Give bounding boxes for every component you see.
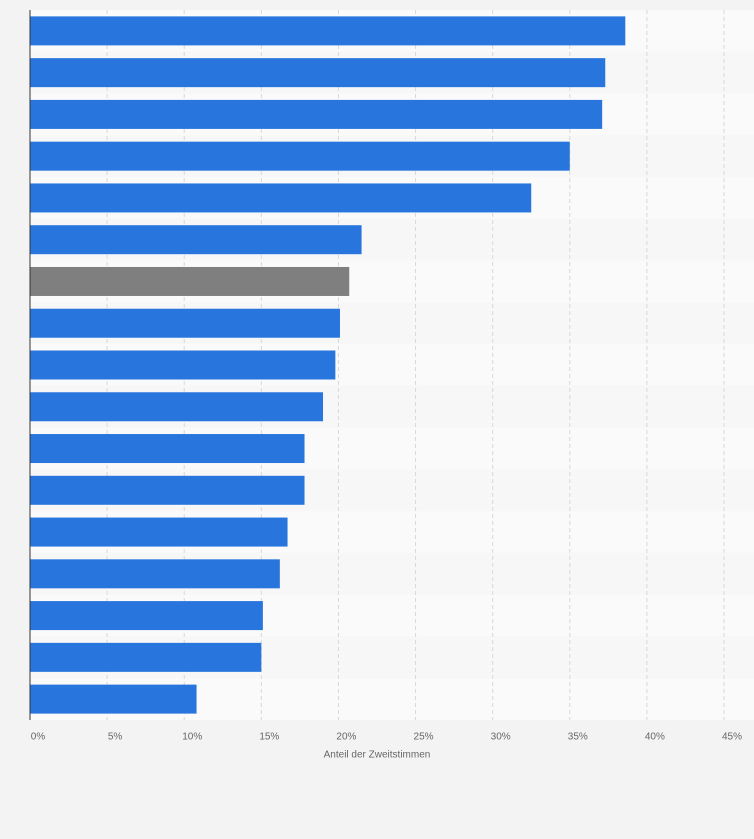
- x-tick-label: 0%: [31, 732, 46, 743]
- bar: [30, 308, 340, 338]
- bar: [30, 350, 336, 380]
- bar: [30, 99, 603, 129]
- x-tick-label: 30%: [491, 732, 511, 743]
- bar: [30, 141, 570, 171]
- x-tick-label: 45%: [722, 732, 742, 743]
- x-tick-label: 35%: [568, 732, 588, 743]
- x-tick-label: 40%: [645, 732, 665, 743]
- bar: [30, 392, 324, 422]
- bar: [30, 642, 262, 672]
- bar: [30, 16, 626, 46]
- bar: [30, 559, 280, 589]
- bar: [30, 266, 350, 296]
- bar: [30, 601, 263, 631]
- x-tick-label: 10%: [182, 732, 202, 743]
- x-tick-label: 25%: [414, 732, 434, 743]
- x-tick-label: 5%: [108, 732, 123, 743]
- bar: [30, 684, 197, 714]
- bar: [30, 183, 532, 213]
- x-tick-label: 15%: [259, 732, 279, 743]
- bar: [30, 225, 362, 255]
- bar: [30, 517, 288, 547]
- bar: [30, 58, 606, 88]
- x-axis-label: Anteil der Zweitstimmen: [324, 750, 431, 761]
- x-tick-label: 20%: [336, 732, 356, 743]
- bar: [30, 434, 305, 464]
- bar: [30, 475, 305, 505]
